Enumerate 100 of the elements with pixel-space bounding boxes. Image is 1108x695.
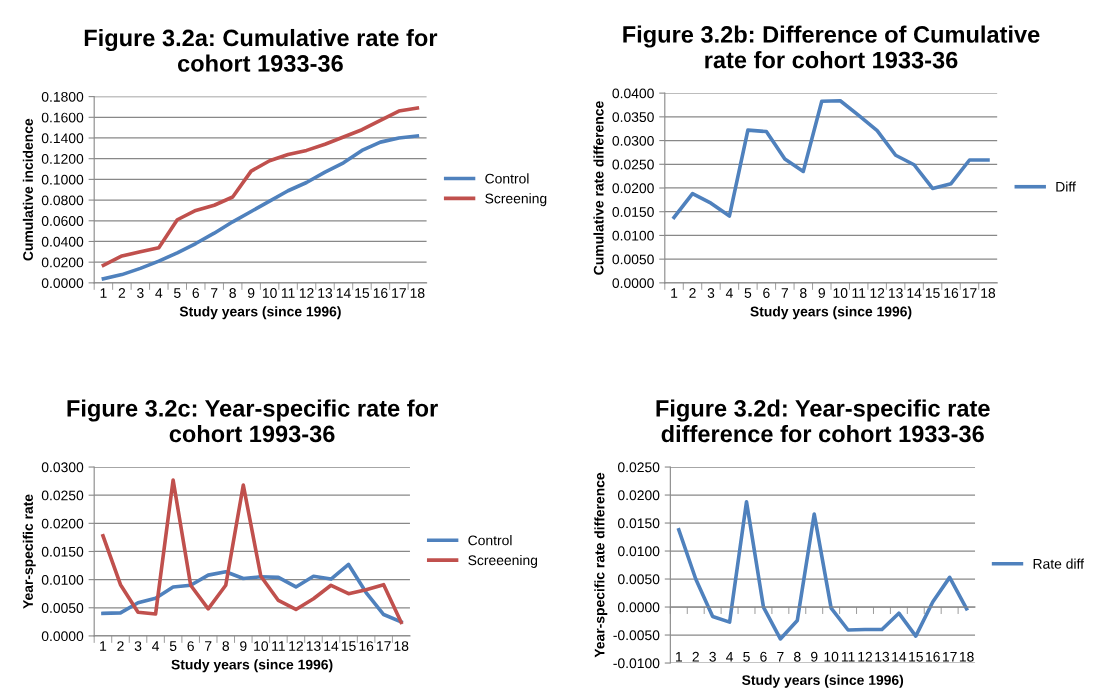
y-tick-label: 0.1200 — [41, 154, 84, 164]
x-tick-label: 10 — [833, 288, 848, 298]
y-tick-label: 0.0200 — [41, 257, 84, 268]
y-tick-label: 0.0200 — [612, 183, 654, 194]
x-tick-label: 5 — [169, 641, 177, 651]
x-tick-label: 1 — [676, 651, 682, 662]
y-tick-label: 0.1000 — [41, 174, 84, 185]
x-tick-label: 5 — [744, 288, 752, 298]
x-tick-label: 1 — [100, 288, 107, 298]
y-tick-label: 0.0350 — [612, 112, 654, 123]
chart-title: Figure 3.2a: Cumulative rate for cohort 1933-36 — [84, 28, 438, 72]
x-tick-label: 8 — [229, 288, 236, 298]
y-tick-label: 0.0000 — [41, 278, 84, 289]
y-tick-label: 0.0150 — [617, 518, 660, 529]
y-axis-title: Year-specific rate — [22, 494, 36, 609]
y-tick-label: 0.0000 — [617, 602, 660, 613]
x-tick-label: 14 — [907, 288, 922, 298]
y-axis-title: Cumulative incidence — [22, 118, 33, 261]
x-tick-label: 9 — [247, 288, 255, 298]
x-axis-title: Study years (since 1996) — [742, 674, 904, 688]
y-tick-label: 0.0600 — [41, 216, 84, 226]
x-tick-label: 12 — [870, 288, 885, 298]
x-tick-label: 7 — [777, 651, 784, 662]
y-axis-title: Year-specific rate difference — [594, 472, 608, 658]
y-tick-label: 0.0250 — [612, 159, 654, 170]
legend-label: Screening — [485, 193, 547, 207]
legend-label: Diff — [1056, 181, 1076, 192]
x-tick-label: 2 — [692, 651, 699, 662]
x-tick-label: 11 — [272, 641, 285, 651]
x-tick-label: 18 — [959, 651, 974, 662]
x-tick-label: 17 — [392, 288, 406, 298]
y-tick-label: 0.0800 — [41, 195, 84, 206]
y-tick-label: 0.0100 — [41, 574, 84, 585]
x-tick-label: 6 — [760, 651, 767, 662]
legend-label: Control — [485, 173, 529, 184]
x-tick-label: 15 — [355, 288, 370, 298]
x-tick-label: 6 — [187, 641, 194, 651]
x-tick-label: 12 — [299, 288, 314, 298]
x-tick-label: 10 — [254, 641, 269, 651]
x-tick-label: 13 — [888, 288, 903, 298]
x-tick-label: 14 — [892, 651, 907, 662]
y-tick-label: 0.0200 — [41, 518, 84, 529]
x-tick-label: 3 — [707, 288, 715, 298]
y-tick-label: 0.1800 — [41, 91, 84, 102]
x-tick-label: 16 — [926, 651, 940, 662]
x-tick-label: 4 — [155, 288, 163, 298]
x-axis-title: Study years (since 1996) — [750, 306, 912, 320]
x-tick-label: 4 — [152, 641, 160, 651]
y-tick-label: 0.0050 — [617, 574, 660, 585]
y-tick-label: 0.0050 — [612, 254, 654, 265]
x-tick-label: 13 — [318, 288, 333, 298]
x-tick-label: 16 — [373, 288, 388, 298]
x-tick-label: 11 — [841, 651, 855, 662]
line-series — [101, 478, 403, 625]
y-tick-label: 0.0250 — [41, 490, 84, 501]
x-tick-label: 6 — [192, 288, 199, 298]
line-series — [101, 562, 403, 624]
x-tick-label: 10 — [824, 651, 839, 662]
x-tick-label: 17 — [962, 288, 977, 298]
x-tick-label: 11 — [281, 288, 295, 298]
x-tick-label: 8 — [800, 288, 807, 298]
x-tick-label: 18 — [410, 288, 425, 298]
line-series — [101, 134, 420, 281]
y-tick-label: 0.0200 — [617, 490, 660, 501]
x-tick-label: 5 — [743, 651, 750, 662]
y-tick-label: 0.0000 — [41, 631, 84, 642]
x-tick-label: 2 — [689, 288, 696, 298]
x-tick-label: 13 — [306, 641, 321, 651]
y-tick-label: 0.0300 — [612, 135, 654, 146]
x-tick-label: 8 — [794, 651, 801, 662]
x-tick-label: 15 — [341, 641, 356, 651]
y-tick-label: 0.0300 — [41, 462, 84, 473]
y-axis-title: Cumulative rate difference — [593, 101, 604, 275]
x-tick-label: 3 — [709, 651, 716, 662]
x-tick-label: 2 — [117, 641, 124, 651]
x-tick-label: 13 — [875, 651, 890, 662]
line-series — [676, 499, 969, 641]
y-tick-label: 0.1600 — [41, 112, 84, 123]
x-tick-label: 17 — [376, 641, 391, 651]
legend-label: Rate diff — [1033, 558, 1085, 569]
x-tick-label: 14 — [324, 641, 339, 651]
y-tick-label: 0.0100 — [617, 546, 660, 557]
x-tick-label: 16 — [359, 641, 374, 651]
x-tick-label: 3 — [134, 641, 142, 651]
chart-title: Figure 3.2b: Difference of Cumulative rate for cohort 1933-36 — [623, 25, 1040, 69]
x-tick-label: 7 — [211, 288, 218, 298]
x-tick-label: 17 — [942, 651, 957, 662]
x-tick-label: 11 — [852, 288, 866, 298]
x-tick-label: 18 — [394, 641, 409, 651]
y-tick-label: 0.0400 — [41, 236, 84, 247]
x-tick-label: 9 — [240, 641, 247, 651]
x-tick-label: 10 — [262, 288, 277, 298]
legend-label: Control — [468, 535, 512, 546]
line-series — [672, 98, 990, 220]
legend-label: Screeening — [468, 554, 538, 568]
y-tick-label: -0.0100 — [613, 658, 660, 669]
x-tick-label: 7 — [781, 288, 788, 298]
x-tick-label: 8 — [222, 641, 230, 651]
x-tick-label: 12 — [289, 641, 303, 651]
x-tick-label: 9 — [818, 288, 825, 298]
